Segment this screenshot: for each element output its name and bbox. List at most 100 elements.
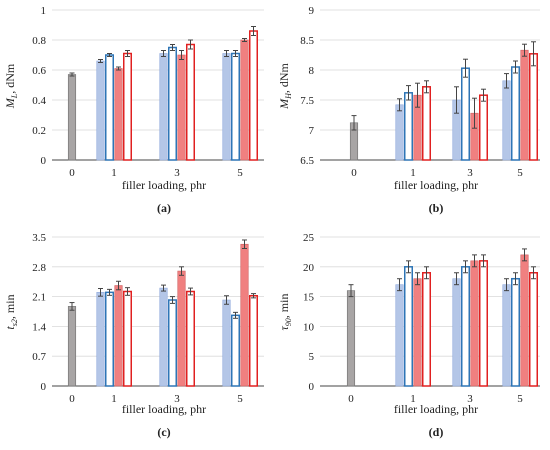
bar: [105, 291, 114, 387]
y-tick-label: 0: [41, 381, 47, 393]
bar: [67, 74, 77, 161]
bar: [67, 306, 77, 387]
bar: [520, 49, 529, 161]
x-tick-label: 3: [174, 393, 180, 405]
y-tick-label: 0.2: [32, 125, 46, 137]
bar: [231, 314, 240, 387]
x-axis-label: filler loading, phr: [394, 402, 478, 416]
x-tick-label: 1: [111, 167, 117, 179]
x-tick-label: 0: [69, 167, 75, 179]
bar: [186, 290, 195, 387]
bar: [168, 46, 177, 161]
x-tick-label: 1: [111, 393, 117, 405]
bar: [511, 66, 520, 161]
bar: [249, 30, 258, 161]
bar: [404, 266, 413, 387]
y-axis-label: ts2, min: [3, 294, 19, 329]
y-tick-label: 0.4: [32, 95, 46, 107]
bar: [231, 52, 240, 161]
bar: [404, 92, 413, 161]
bar: [168, 299, 177, 387]
x-tick-label: 0: [348, 393, 354, 405]
panel-label: (b): [429, 201, 444, 215]
bar: [461, 67, 470, 161]
bar: [186, 43, 195, 161]
bar: [413, 278, 422, 387]
bar: [479, 94, 488, 161]
bar: [105, 54, 114, 161]
x-tick-label: 5: [237, 393, 243, 405]
bar: [461, 266, 470, 387]
panel-label: (d): [429, 425, 444, 439]
y-tick-label: 20: [303, 262, 315, 274]
y-axis-label: ML, dNm: [3, 63, 19, 109]
y-tick-label: 1.4: [32, 321, 46, 333]
bar: [159, 287, 168, 387]
bar: [240, 39, 249, 161]
y-tick-label: 8: [309, 65, 315, 77]
bar: [520, 254, 529, 387]
panel-b: 6.5 7 7.5 8 8.5 9 0 1 3 5 filler loading, phr MH, d…: [277, 5, 540, 215]
bar: [240, 243, 249, 387]
x-axis-label: filler loading, phr: [394, 178, 478, 192]
y-tick-label: 6.5: [300, 155, 314, 167]
y-tick-label: 15: [303, 292, 315, 304]
y-tick-label: 0.6: [32, 65, 46, 77]
bar: [395, 104, 404, 161]
x-axis-label: filler loading, phr: [122, 178, 206, 192]
y-tick-label: 7.5: [300, 95, 314, 107]
bar: [222, 299, 231, 387]
bar: [346, 290, 356, 387]
x-tick-label: 0: [351, 167, 357, 179]
bar: [249, 294, 258, 387]
x-tick-label: 1: [410, 167, 416, 179]
panel-label: (c): [157, 425, 170, 439]
y-tick-label: 2.8: [32, 262, 46, 274]
bar: [114, 68, 123, 161]
bar: [114, 285, 123, 387]
x-tick-label: 3: [467, 167, 473, 179]
x-axis-label: filler loading, phr: [122, 402, 206, 416]
y-tick-label: 2.1: [32, 292, 46, 304]
x-tick-label: 5: [237, 167, 243, 179]
bar: [529, 53, 538, 161]
panel-d: 0 5 10 15 20 25 0 1 3 5 filler loading, phr τ90, mi…: [277, 232, 540, 439]
bar: [502, 80, 511, 161]
x-tick-label: 3: [174, 167, 180, 179]
y-tick-label: 1: [41, 5, 47, 17]
x-tick-label: 0: [69, 393, 75, 405]
panel-label: (a): [157, 201, 171, 215]
y-tick-label: 9: [309, 5, 315, 17]
y-tick-label: 10: [303, 321, 315, 333]
x-tick-label: 5: [517, 393, 523, 405]
bar: [529, 272, 538, 387]
panel-a: 0 0.2 0.4 0.6 0.8 1 0 1 3 5 filler loading, phr ML,…: [3, 5, 264, 215]
bar: [422, 272, 431, 387]
y-tick-label: 5: [309, 351, 315, 363]
y-axis-label: τ90, min: [277, 294, 293, 331]
y-tick-label: 0: [41, 155, 47, 167]
x-tick-label: 3: [467, 393, 473, 405]
y-tick-label: 25: [303, 232, 315, 244]
bar: [470, 260, 479, 387]
bar: [177, 270, 186, 387]
bar: [96, 292, 105, 387]
y-tick-label: 0: [309, 381, 315, 393]
bar: [177, 54, 186, 161]
bar: [511, 277, 520, 387]
x-tick-label: 5: [517, 167, 523, 179]
y-tick-label: 7: [309, 125, 315, 137]
bar: [479, 260, 488, 387]
bar: [452, 278, 461, 387]
x-tick-label: 1: [410, 393, 416, 405]
bar: [222, 53, 231, 161]
bar: [159, 53, 168, 161]
y-tick-label: 8.5: [300, 35, 314, 47]
y-tick-label: 0.7: [32, 351, 46, 363]
bar: [96, 60, 105, 161]
bar: [502, 284, 511, 387]
panel-c: 0 0.7 1.4 2.1 2.8 3.5 0 1 3 5 filler loading, phr t…: [3, 232, 264, 439]
y-tick-label: 3.5: [32, 232, 46, 244]
